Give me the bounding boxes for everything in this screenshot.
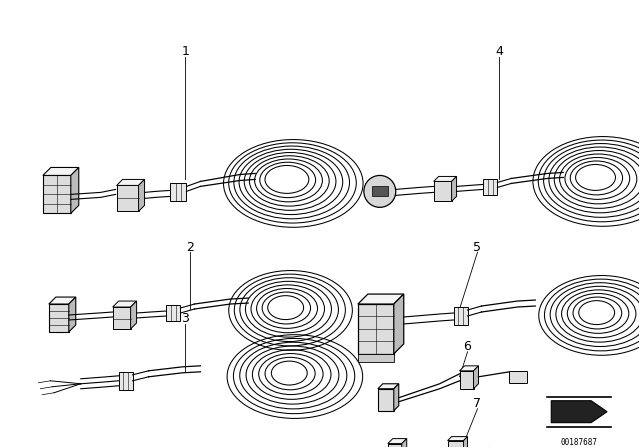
Bar bbox=[454, 307, 468, 325]
Polygon shape bbox=[49, 297, 76, 304]
Polygon shape bbox=[394, 384, 399, 411]
Bar bbox=[447, 440, 463, 448]
Bar bbox=[509, 371, 527, 383]
Polygon shape bbox=[463, 437, 468, 448]
Text: 5: 5 bbox=[474, 241, 481, 254]
Polygon shape bbox=[68, 297, 76, 332]
Text: 00187687: 00187687 bbox=[561, 438, 598, 447]
Polygon shape bbox=[434, 177, 456, 181]
Polygon shape bbox=[358, 294, 404, 304]
Polygon shape bbox=[71, 168, 79, 213]
Bar bbox=[378, 389, 394, 411]
Polygon shape bbox=[378, 384, 399, 389]
Text: 7: 7 bbox=[474, 397, 481, 410]
Polygon shape bbox=[447, 437, 468, 440]
Polygon shape bbox=[402, 439, 407, 448]
Bar bbox=[372, 186, 388, 196]
Polygon shape bbox=[394, 294, 404, 354]
Bar bbox=[113, 307, 131, 329]
Bar bbox=[358, 354, 394, 362]
Bar bbox=[116, 185, 139, 211]
Polygon shape bbox=[43, 168, 79, 176]
Polygon shape bbox=[139, 180, 145, 211]
Polygon shape bbox=[113, 301, 136, 307]
Bar bbox=[434, 181, 452, 201]
Bar bbox=[388, 444, 402, 448]
Bar bbox=[170, 183, 186, 201]
Text: 3: 3 bbox=[182, 313, 189, 326]
Polygon shape bbox=[388, 439, 407, 444]
Bar bbox=[49, 304, 68, 332]
Polygon shape bbox=[474, 366, 479, 389]
Polygon shape bbox=[551, 401, 607, 422]
Text: 4: 4 bbox=[495, 45, 504, 58]
Polygon shape bbox=[131, 301, 136, 329]
Bar bbox=[43, 176, 71, 213]
Polygon shape bbox=[116, 180, 145, 185]
Bar bbox=[358, 304, 394, 354]
Bar bbox=[490, 447, 504, 448]
Bar bbox=[483, 180, 497, 195]
Polygon shape bbox=[460, 366, 479, 371]
Text: 6: 6 bbox=[463, 340, 472, 353]
Text: 1: 1 bbox=[182, 45, 189, 58]
Bar bbox=[166, 305, 180, 321]
Polygon shape bbox=[452, 177, 456, 201]
Circle shape bbox=[364, 176, 396, 207]
Text: 2: 2 bbox=[186, 241, 195, 254]
Bar bbox=[460, 371, 474, 389]
Bar bbox=[118, 372, 132, 390]
